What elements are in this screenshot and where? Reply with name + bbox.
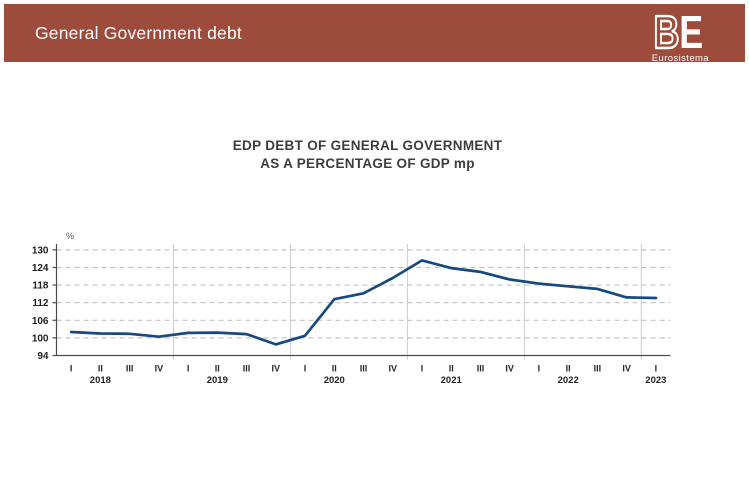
x-tick-label-quarter: IV [155, 364, 164, 374]
x-tick-label-quarter: II [215, 364, 220, 374]
y-tick-label: 100 [32, 333, 49, 344]
bank-of-spain-logo: B E Eurosistema [652, 12, 709, 64]
x-tick-label-quarter: I [70, 364, 73, 374]
be-logo-icon: B E [652, 12, 703, 52]
x-tick-label-quarter: II [449, 364, 454, 374]
x-tick-label-quarter: I [538, 364, 541, 374]
x-tick-label-quarter: III [360, 364, 368, 374]
x-tick-label-year: 2020 [324, 375, 345, 386]
x-tick-label-quarter: II [566, 364, 571, 374]
x-tick-label-quarter: I [655, 364, 658, 374]
x-tick-label-year: 2019 [207, 375, 228, 386]
debt-series-line [69, 259, 658, 346]
y-tick-label: 94 [37, 351, 49, 362]
chart-title: EDP DEBT OF GENERAL GOVERNMENT AS A PERC… [0, 137, 735, 173]
x-tick-label-year: 2018 [90, 375, 111, 386]
y-tick-label: 106 [32, 316, 49, 327]
header-bar: General Government debt B E Eurosistema [4, 4, 745, 64]
x-tick-label-quarter: I [421, 364, 424, 374]
x-tick-label-quarter: IV [622, 364, 631, 374]
x-tick-label-quarter: III [477, 364, 485, 374]
y-tick-label: 130 [32, 245, 49, 256]
x-tick-label-quarter: II [98, 364, 103, 374]
y-tick-label: 124 [32, 263, 49, 274]
x-tick-label-quarter: III [594, 364, 602, 374]
x-tick-label-year: 2022 [558, 375, 579, 386]
logo-letter-b: B [653, 12, 679, 52]
x-tick-label-quarter: IV [272, 364, 281, 374]
x-tick-label-quarter: IV [505, 364, 514, 374]
chart-title-line2: AS A PERCENTAGE OF GDP mp [260, 156, 475, 171]
header-title: General Government debt [35, 23, 242, 43]
x-tick-label-quarter: II [332, 364, 337, 374]
x-tick-label-quarter: IV [388, 364, 397, 374]
x-tick-label-quarter: III [126, 364, 134, 374]
y-tick-label: 118 [32, 281, 49, 292]
x-tick-label-quarter: I [187, 364, 190, 374]
y-axis-unit-label: % [66, 231, 74, 241]
x-tick-label-quarter: I [304, 364, 307, 374]
logo-letter-e: E [679, 12, 703, 52]
x-tick-label-year: 2023 [645, 375, 666, 386]
logo-subtitle: Eurosistema [651, 53, 709, 64]
x-tick-label-quarter: III [243, 364, 251, 374]
x-tick-label-year: 2021 [441, 375, 463, 386]
chart-title-line1: EDP DEBT OF GENERAL GOVERNMENT [232, 138, 503, 153]
y-tick-label: 112 [32, 298, 49, 309]
